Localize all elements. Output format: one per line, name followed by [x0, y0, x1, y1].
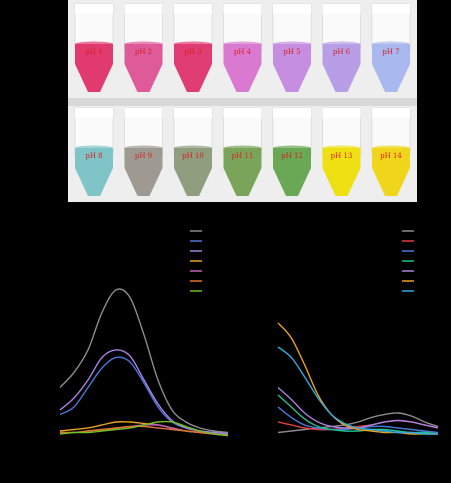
liquid-surface: [174, 41, 212, 47]
vial-liquid: [75, 148, 113, 196]
vial-liquid: [124, 148, 163, 196]
legend-label: pH 8: [415, 229, 427, 235]
vial-label: pH 8: [85, 152, 102, 160]
vial-label: pH 14: [380, 152, 402, 160]
vial-bottom-7: pH 14: [371, 107, 411, 196]
vial-cap: [372, 108, 410, 118]
vial-cap: [124, 4, 163, 14]
vial-liquid: [174, 148, 212, 196]
vial-label: pH 9: [135, 152, 152, 160]
vial-top-7: pH 7: [371, 3, 411, 92]
vial-liquid: [322, 148, 361, 196]
vial-liquid: [273, 44, 311, 92]
vial-cap: [174, 108, 212, 118]
legend-2: pH 8 pH 9 pH 10 pH 11 pH 12 pH 13 pH 14: [400, 224, 436, 298]
vial-cap: [223, 4, 262, 14]
liquid-surface: [273, 145, 311, 151]
legend-label: pH 1: [203, 229, 215, 235]
ph-vials-photo: pH 1 pH 2 pH 3 pH 4 pH 5 pH 6 pH 7 pH 8 pH 9 pH 1…: [68, 0, 417, 202]
vial-cap: [75, 108, 113, 118]
liquid-surface: [223, 41, 262, 47]
liquid-surface: [124, 145, 163, 151]
series-line-ph8: [277, 412, 439, 434]
liquid-surface: [372, 41, 410, 47]
vial-label: pH 11: [232, 152, 254, 160]
series-line-ph1: [59, 288, 229, 434]
vial-cap: [174, 4, 212, 14]
vial-label: pH 4: [234, 48, 252, 56]
series-line-ph13: [277, 322, 438, 435]
legend-1: pH 1 pH 2 pH 3 pH 4 pH 5 pH 6 pH 7: [188, 224, 224, 298]
vial-bottom-4: pH 11: [223, 107, 262, 196]
legend-label: pH 14: [415, 289, 431, 295]
spectra-chart-1: [59, 288, 229, 437]
liquid-surface: [124, 41, 163, 47]
vial-liquid: [223, 44, 262, 92]
vial-liquid: [124, 44, 163, 92]
vial-top-3: pH 3: [173, 3, 213, 92]
vial-cap: [322, 108, 361, 118]
vial-label: pH 7: [382, 48, 399, 56]
vial-cap: [273, 4, 311, 14]
legend-label: pH 4: [203, 259, 215, 265]
vial-label: pH 5: [283, 48, 300, 56]
vial-liquid: [372, 148, 410, 196]
vial-bottom-3: pH 10: [173, 107, 213, 196]
legend-label: pH 9: [415, 239, 427, 245]
series-line-ph6: [59, 425, 229, 437]
vial-cap: [223, 108, 262, 118]
legend-label: pH 13: [415, 279, 431, 285]
liquid-surface: [372, 145, 410, 151]
vial-top-2: pH 2: [124, 3, 163, 92]
vial-label: pH 13: [331, 152, 353, 160]
liquid-surface: [75, 145, 113, 151]
series-line-ph14: [277, 346, 439, 435]
vial-liquid: [273, 148, 311, 196]
vial-liquid: [372, 44, 410, 92]
vials-image: pH 1 pH 2 pH 3 pH 4 pH 5 pH 6 pH 7 pH 8 pH 9 pH 1…: [68, 0, 417, 202]
liquid-surface: [273, 41, 311, 47]
vial-liquid: [174, 44, 212, 92]
vial-top-6: pH 6: [322, 3, 361, 92]
spectra-plots: pH 1 pH 2 pH 3 pH 4 pH 5 pH 6 pH 7 pH 8 pH 9 pH 1…: [0, 202, 451, 479]
vial-label: pH 12: [281, 152, 303, 160]
vial-label: pH 2: [135, 48, 152, 56]
legend-label: pH 5: [203, 269, 215, 275]
vial-liquid: [223, 148, 262, 196]
legend-label: pH 2: [203, 239, 215, 245]
vial-cap: [372, 4, 410, 14]
legend-label: pH 11: [415, 259, 431, 265]
vial-cap: [75, 4, 113, 14]
legend-label: pH 12: [415, 269, 431, 275]
spectra-chart-2: [277, 322, 439, 435]
vial-label: pH 10: [182, 152, 204, 160]
vial-label: pH 6: [333, 48, 351, 56]
vial-top-1: pH 1: [74, 3, 114, 92]
vial-bottom-2: pH 9: [124, 107, 163, 196]
vial-liquid: [75, 44, 113, 92]
legend-label: pH 6: [203, 279, 215, 285]
vial-bottom-5: pH 12: [272, 107, 312, 196]
vial-label: pH 1: [85, 48, 102, 56]
vial-cap: [124, 108, 163, 118]
legend-label: pH 10: [415, 249, 431, 255]
series-line-ph7: [59, 420, 229, 437]
vial-label: pH 3: [184, 48, 201, 56]
rack-divider: [68, 98, 417, 106]
legend-label: pH 3: [203, 249, 215, 255]
vial-cap: [322, 4, 361, 14]
vial-bottom-1: pH 8: [74, 107, 114, 196]
vial-top-5: pH 5: [272, 3, 312, 92]
vial-bottom-6: pH 13: [322, 107, 361, 196]
liquid-surface: [322, 41, 361, 47]
liquid-surface: [322, 145, 361, 151]
legend-label: pH 7: [203, 289, 215, 295]
liquid-surface: [174, 145, 212, 151]
liquid-surface: [223, 145, 262, 151]
vial-top-4: pH 4: [223, 3, 262, 92]
spectra-svg: pH 1 pH 2 pH 3 pH 4 pH 5 pH 6 pH 7 pH 8 pH 9 pH 1…: [59, 217, 439, 440]
vial-cap: [273, 108, 311, 118]
vial-liquid: [322, 44, 361, 92]
liquid-surface: [75, 41, 113, 47]
